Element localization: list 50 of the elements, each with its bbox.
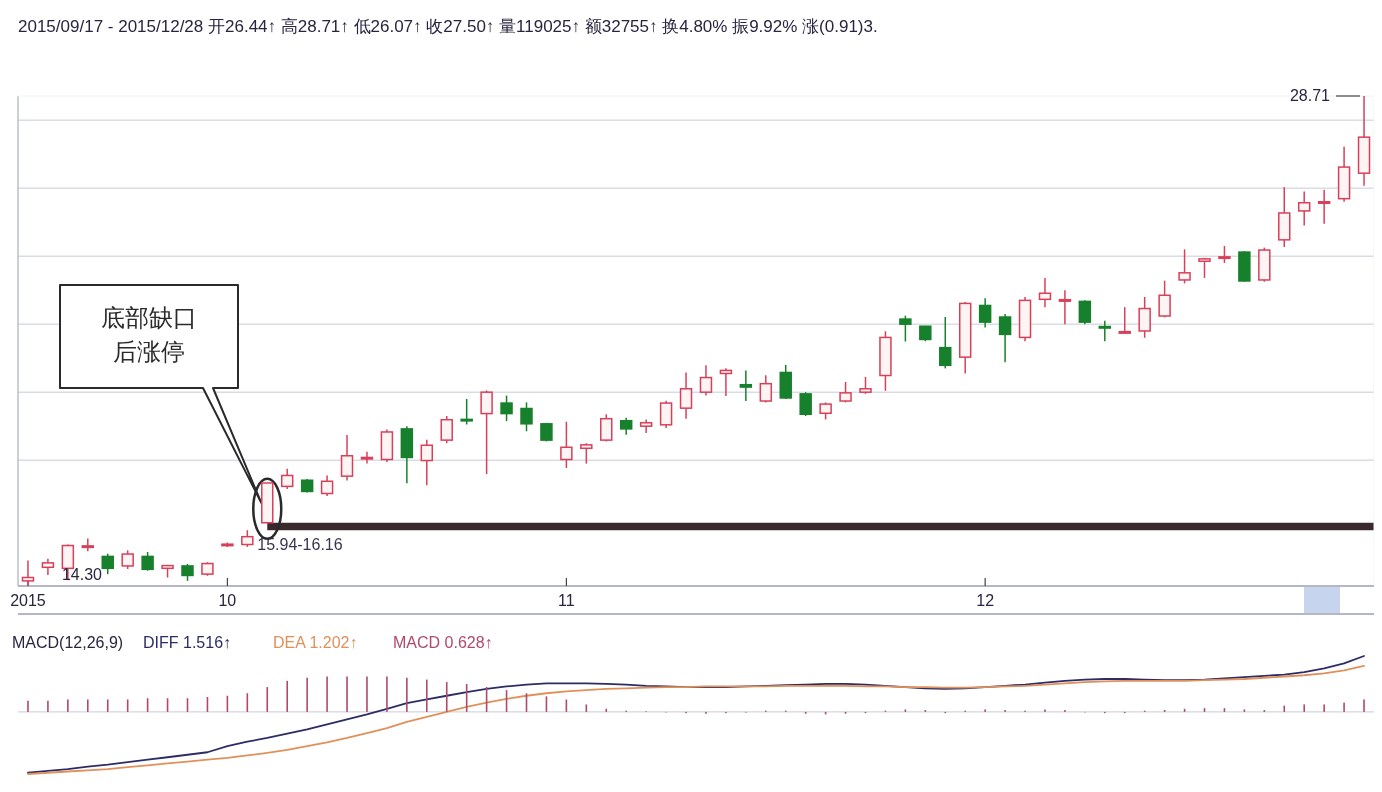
candlestick — [1118, 306, 1131, 335]
candlestick — [280, 467, 294, 490]
candlestick — [81, 537, 95, 553]
candlestick — [759, 374, 773, 404]
x-tick-label: 2015 — [10, 592, 46, 609]
candlestick — [360, 450, 374, 465]
x-tick-label: 11 — [558, 592, 575, 609]
candlestick — [1138, 296, 1151, 339]
candlestick — [141, 551, 154, 572]
candlestick — [580, 442, 593, 465]
candlestick — [1078, 299, 1092, 325]
series-label: MACD 0.628↑ — [393, 634, 493, 651]
candlestick — [699, 364, 713, 397]
candlestick — [480, 389, 493, 475]
candlestick — [340, 434, 354, 482]
candlestick — [460, 398, 473, 426]
band-label: 15.94-16.16 — [257, 536, 343, 554]
text: DIFF 1.516↑ — [143, 634, 232, 651]
candlestick — [679, 371, 693, 420]
candlestick — [1098, 320, 1112, 342]
candlestick — [639, 418, 653, 434]
candlestick — [659, 399, 673, 429]
text: DEA 1.202↑ — [273, 634, 358, 651]
candlestick — [1297, 190, 1311, 227]
annotation: 28.71 — [1289, 87, 1331, 104]
x-tick-label: 12 — [976, 592, 995, 609]
candlestick — [899, 314, 912, 343]
annotation: 底部缺口后涨停 — [101, 304, 197, 365]
chart-title: 2015/09/17 - 2015/12/28 开26.44↑ 高28.71↑ 低26.07↑ 收27.50↑ 量119025↑ 额32755↑ 换4.80% 振9.92% 涨(0.91)3. — [18, 17, 878, 36]
candlestick — [101, 552, 114, 575]
candlestick — [739, 369, 753, 402]
x-tick-label: 10 — [218, 592, 237, 609]
chart-title: MACD(12,26,9) — [12, 634, 124, 651]
candlestick — [1178, 248, 1191, 285]
candlestick — [121, 549, 134, 570]
candlestick — [420, 439, 434, 487]
candlestick — [520, 401, 533, 433]
candlestick — [1317, 189, 1331, 225]
candlestick — [978, 297, 992, 329]
candlestick — [560, 421, 573, 469]
candlestick — [939, 316, 952, 370]
candlestick — [320, 474, 334, 497]
candlestick — [440, 415, 453, 444]
candlestick — [600, 413, 613, 443]
candlestick — [1038, 277, 1052, 308]
candlestick — [998, 313, 1012, 363]
candlestick — [1158, 279, 1171, 319]
candlestick — [500, 394, 513, 422]
candlestick — [799, 391, 812, 417]
candlestick — [1058, 289, 1072, 325]
